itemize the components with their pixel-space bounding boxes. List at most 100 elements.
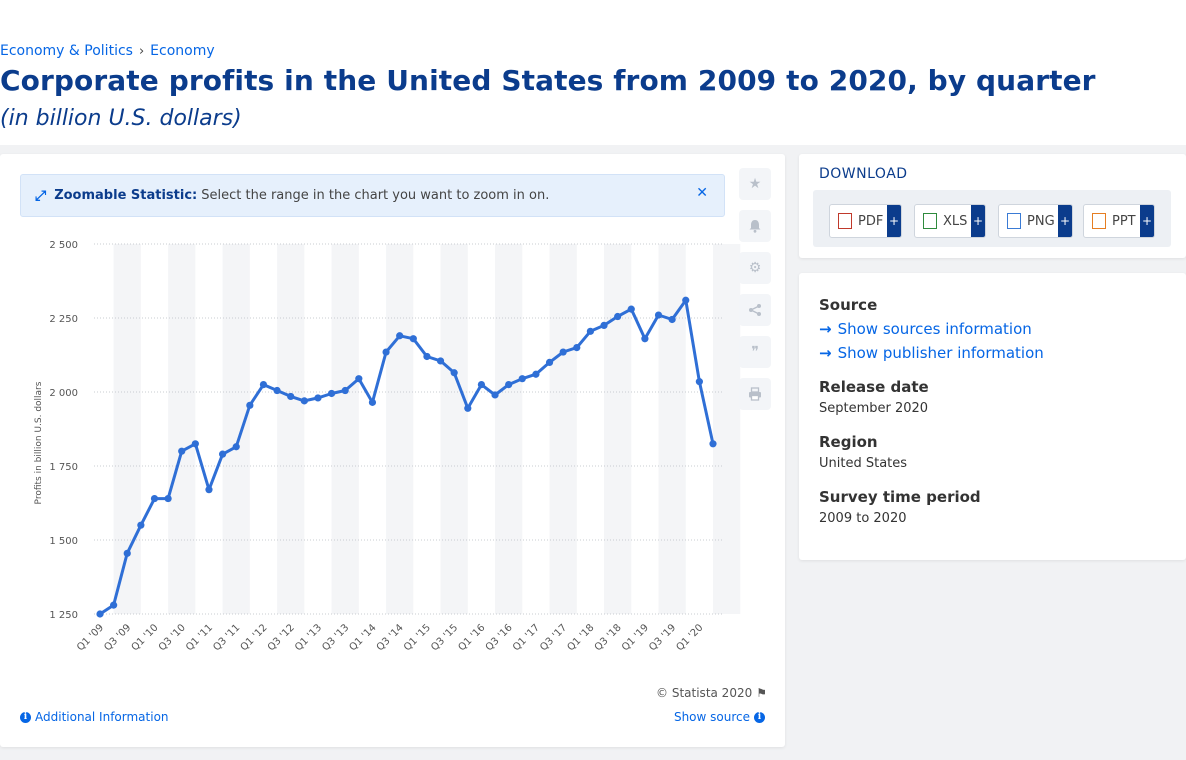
data-point [246, 401, 254, 409]
data-point [436, 357, 445, 365]
quote-cite-icon[interactable]: ❞ [739, 336, 771, 368]
settings-gear-icon[interactable]: ⚙ [739, 252, 771, 284]
chart-toolbar: ★ ⚙ ❞ [739, 168, 771, 420]
release-date-value: September 2020 [819, 401, 929, 416]
download-pdf-button[interactable]: PDF + [829, 204, 902, 238]
data-point [559, 348, 567, 356]
y-tick-label: 2 000 [49, 388, 78, 399]
download-card: DOWNLOAD PDF + XLS + PNG + PPT + [799, 154, 1186, 258]
y-tick-label: 1 750 [49, 462, 78, 473]
survey-period-value: 2009 to 2020 [819, 511, 907, 526]
data-point [668, 315, 676, 324]
y-tick-label: 1 250 [49, 610, 78, 621]
arrow-right-icon: → [819, 320, 832, 338]
close-icon[interactable]: ✕ [696, 185, 708, 201]
breadcrumb-economy-politics[interactable]: Economy & Politics [0, 43, 133, 59]
data-point [396, 332, 404, 340]
data-point [532, 370, 540, 378]
data-point [491, 391, 499, 399]
x-tick-label: Q1 '13 [293, 622, 324, 653]
data-point [273, 386, 281, 395]
data-point [178, 447, 186, 455]
chart-band [495, 244, 523, 614]
copyright-notice: © Statista 2020 ⚑ [656, 686, 767, 700]
data-point [477, 381, 486, 389]
data-point [341, 386, 349, 395]
data-point [614, 312, 622, 321]
chart-band [168, 244, 196, 614]
y-tick-label: 2 500 [49, 240, 78, 251]
x-tick-label: Q3 '15 [429, 622, 460, 653]
plus-icon: + [887, 205, 901, 237]
notification-bell-icon[interactable] [739, 210, 771, 242]
y-axis-title: Profits in billion U.S. dollars [34, 381, 44, 504]
show-sources-link[interactable]: → Show sources information [819, 320, 1032, 338]
x-tick-label: Q1 '19 [620, 622, 651, 653]
data-point [545, 358, 554, 366]
data-point [368, 398, 377, 406]
x-tick-label: Q1 '17 [511, 622, 542, 653]
download-png-button[interactable]: PNG + [998, 204, 1073, 238]
data-point [259, 381, 268, 389]
data-point [450, 369, 458, 377]
data-point [641, 335, 649, 343]
data-point [287, 392, 295, 401]
data-point [409, 335, 417, 343]
x-tick-label: Q3 '18 [593, 622, 624, 653]
statistic-info-card: Source → Show sources information → Show… [799, 273, 1186, 560]
favorite-star-icon[interactable]: ★ [739, 168, 771, 200]
download-ppt-button[interactable]: PPT + [1083, 204, 1155, 238]
line-chart[interactable]: 1 250 1 500 1 750 2 000 2 250 2 500 Profits in… [0, 154, 785, 674]
show-sources-label: Show sources information [837, 320, 1032, 338]
x-tick-label: Q3 '14 [375, 622, 406, 653]
download-xls-button[interactable]: XLS + [914, 204, 986, 238]
download-xls-label: XLS [943, 213, 968, 229]
data-point [518, 375, 526, 383]
info-icon: i [754, 711, 765, 723]
x-tick-label: Q1 '11 [184, 622, 215, 653]
download-title: DOWNLOAD [819, 166, 908, 182]
data-point [327, 389, 336, 398]
show-source-link[interactable]: Show source i [674, 710, 765, 724]
chart-band [277, 244, 305, 614]
download-ppt-label: PPT [1112, 213, 1136, 229]
show-publisher-link[interactable]: → Show publisher information [819, 344, 1044, 362]
additional-information-link[interactable]: i Additional Information [20, 710, 169, 724]
breadcrumb-economy[interactable]: Economy [150, 43, 215, 59]
chart-band [386, 244, 414, 614]
data-point [464, 404, 472, 412]
data-point [123, 549, 131, 557]
page-subtitle: (in billion U.S. dollars) [0, 106, 242, 131]
x-tick-label: Q1 '15 [402, 622, 433, 653]
chart-band [440, 244, 468, 614]
flag-icon[interactable]: ⚑ [756, 686, 767, 700]
plus-icon: + [971, 205, 985, 237]
data-point [682, 296, 690, 304]
data-point [505, 381, 513, 389]
y-tick-label: 1 500 [49, 536, 78, 547]
chart-band [658, 244, 686, 614]
data-point [695, 378, 703, 386]
x-tick-label: Q1 '20 [674, 622, 705, 653]
series-line [99, 298, 715, 616]
x-tick-label: Q1 '09 [75, 622, 106, 653]
x-tick-label: Q3 '10 [157, 622, 188, 653]
zoom-label: Zoomable Statistic: [54, 188, 198, 203]
data-point [586, 327, 595, 335]
share-icon[interactable] [739, 294, 771, 326]
data-point [219, 450, 227, 458]
download-pdf-label: PDF [858, 213, 884, 229]
chart-band [331, 244, 359, 614]
region-label: Region [819, 433, 878, 451]
print-icon[interactable] [739, 378, 771, 410]
data-point [110, 601, 118, 609]
survey-period-label: Survey time period [819, 488, 981, 506]
plus-icon: + [1058, 205, 1072, 237]
data-point [709, 440, 717, 448]
data-point [382, 348, 390, 356]
data-point [600, 321, 608, 329]
data-point [355, 375, 363, 383]
expand-icon: ⤢ [35, 187, 47, 204]
data-point [164, 494, 172, 503]
x-tick-label: Q3 '13 [320, 622, 351, 653]
